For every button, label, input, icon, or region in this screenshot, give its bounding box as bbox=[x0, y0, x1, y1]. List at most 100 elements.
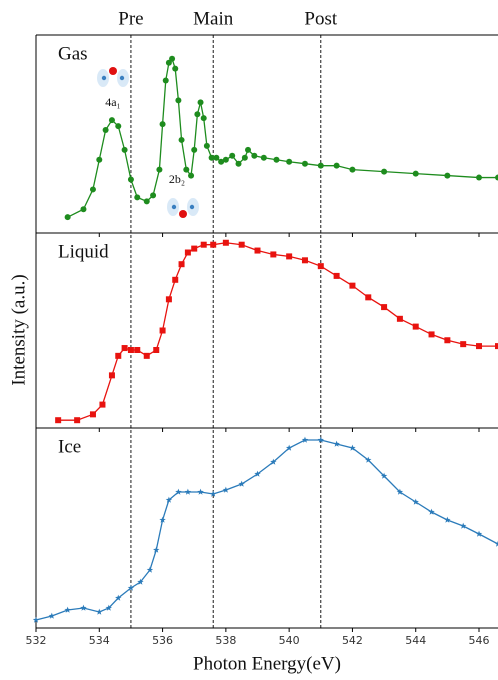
data-point bbox=[143, 198, 150, 205]
data-point bbox=[172, 276, 179, 283]
data-point bbox=[162, 77, 169, 84]
data-point bbox=[428, 508, 435, 515]
data-point bbox=[301, 160, 308, 167]
data-point bbox=[115, 123, 122, 130]
series-line bbox=[67, 57, 498, 218]
data-point bbox=[89, 186, 96, 193]
data-point bbox=[184, 488, 192, 495]
data-point bbox=[127, 584, 135, 591]
data-point bbox=[115, 594, 122, 601]
x-tick-label: 536 bbox=[152, 634, 173, 647]
data-point bbox=[460, 341, 467, 348]
oxygen-atom bbox=[179, 210, 187, 218]
data-point bbox=[146, 566, 154, 573]
data-point bbox=[412, 170, 419, 177]
data-point bbox=[444, 172, 451, 179]
data-point bbox=[333, 162, 340, 169]
data-point bbox=[270, 251, 277, 258]
data-point bbox=[159, 121, 166, 128]
data-point bbox=[241, 154, 248, 161]
data-point bbox=[396, 315, 403, 322]
data-point bbox=[254, 470, 261, 477]
x-tick-label: 544 bbox=[405, 634, 426, 647]
annotation: 4a₁ bbox=[105, 95, 121, 109]
data-point bbox=[200, 115, 207, 122]
data-point bbox=[191, 146, 198, 153]
oxygen-atom bbox=[109, 67, 117, 75]
data-point bbox=[203, 142, 210, 149]
annotation: 2b₂ bbox=[169, 172, 185, 186]
data-point bbox=[285, 444, 293, 451]
data-point bbox=[127, 176, 134, 183]
data-point bbox=[229, 152, 236, 159]
reference-label: Pre bbox=[118, 8, 143, 29]
data-point bbox=[197, 99, 204, 106]
data-point bbox=[165, 296, 172, 303]
data-point bbox=[476, 343, 483, 350]
data-point bbox=[64, 606, 71, 613]
data-point bbox=[333, 440, 340, 447]
data-point bbox=[32, 616, 40, 623]
data-point bbox=[317, 263, 324, 270]
data-point bbox=[169, 55, 176, 62]
data-point bbox=[349, 282, 356, 289]
data-point bbox=[222, 239, 229, 246]
data-point bbox=[108, 117, 115, 124]
data-point bbox=[127, 347, 134, 353]
x-tick-label: 542 bbox=[342, 634, 363, 647]
data-point bbox=[121, 146, 128, 153]
data-point bbox=[495, 174, 498, 181]
data-point bbox=[210, 241, 217, 248]
data-point bbox=[238, 480, 245, 487]
data-point bbox=[80, 206, 87, 213]
data-point bbox=[412, 498, 419, 505]
data-point bbox=[428, 331, 435, 338]
x-tick-label: 546 bbox=[469, 634, 490, 647]
data-point bbox=[143, 352, 150, 359]
hydrogen-atom bbox=[119, 75, 125, 81]
data-point bbox=[89, 411, 96, 418]
data-point bbox=[349, 444, 356, 451]
data-point bbox=[137, 578, 144, 585]
data-point bbox=[222, 486, 230, 493]
data-point bbox=[475, 530, 483, 537]
data-point bbox=[381, 304, 388, 311]
data-point bbox=[80, 604, 87, 611]
data-point bbox=[218, 158, 225, 165]
x-tick-label: 534 bbox=[89, 634, 110, 647]
hydrogen-atom bbox=[171, 204, 177, 210]
data-point bbox=[235, 160, 242, 167]
panel-label: Gas bbox=[58, 43, 88, 64]
panel-label: Liquid bbox=[58, 241, 109, 262]
x-tick-label: 532 bbox=[26, 634, 47, 647]
series-line bbox=[35, 439, 498, 621]
data-point bbox=[365, 456, 372, 463]
data-point bbox=[184, 249, 191, 256]
data-point bbox=[251, 152, 258, 159]
data-point bbox=[153, 347, 160, 353]
data-point bbox=[222, 156, 229, 163]
data-point bbox=[99, 401, 106, 408]
data-point bbox=[260, 154, 267, 161]
x-tick-label: 540 bbox=[279, 634, 300, 647]
data-point bbox=[178, 261, 185, 268]
data-point bbox=[108, 372, 115, 379]
data-point bbox=[121, 345, 128, 352]
data-point bbox=[301, 436, 309, 443]
reference-label: Main bbox=[193, 8, 234, 29]
data-point bbox=[191, 245, 198, 252]
data-point bbox=[381, 168, 388, 175]
data-point bbox=[245, 146, 252, 153]
data-point bbox=[238, 241, 245, 248]
data-point bbox=[213, 154, 220, 161]
data-point bbox=[175, 488, 182, 495]
data-point bbox=[64, 214, 71, 221]
reference-label: Post bbox=[304, 8, 337, 29]
data-point bbox=[194, 111, 201, 118]
data-point bbox=[317, 436, 325, 443]
data-point bbox=[301, 257, 308, 264]
data-point bbox=[105, 604, 113, 611]
data-point bbox=[48, 612, 56, 619]
